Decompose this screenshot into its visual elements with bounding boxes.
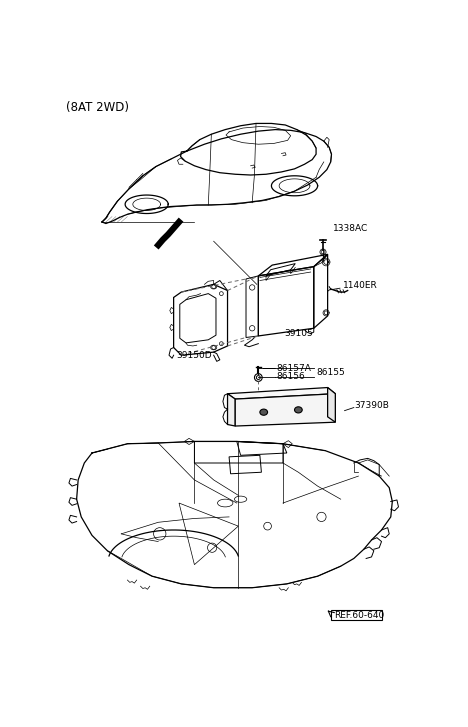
- Text: 1338AC: 1338AC: [333, 224, 368, 233]
- Text: 86157A: 86157A: [277, 364, 312, 373]
- Ellipse shape: [294, 407, 302, 413]
- Polygon shape: [227, 387, 336, 399]
- Polygon shape: [235, 394, 336, 426]
- Text: 37390B: 37390B: [355, 401, 389, 410]
- Text: REF.60-640: REF.60-640: [334, 611, 384, 620]
- Text: 1140ER: 1140ER: [343, 281, 378, 290]
- Text: 39105: 39105: [285, 329, 313, 338]
- Text: 39150D: 39150D: [177, 350, 212, 360]
- Polygon shape: [227, 394, 235, 426]
- Polygon shape: [328, 387, 336, 422]
- Ellipse shape: [260, 409, 268, 415]
- Text: 86155: 86155: [317, 368, 345, 377]
- Text: 86156: 86156: [277, 372, 306, 381]
- Text: (8AT 2WD): (8AT 2WD): [66, 101, 129, 114]
